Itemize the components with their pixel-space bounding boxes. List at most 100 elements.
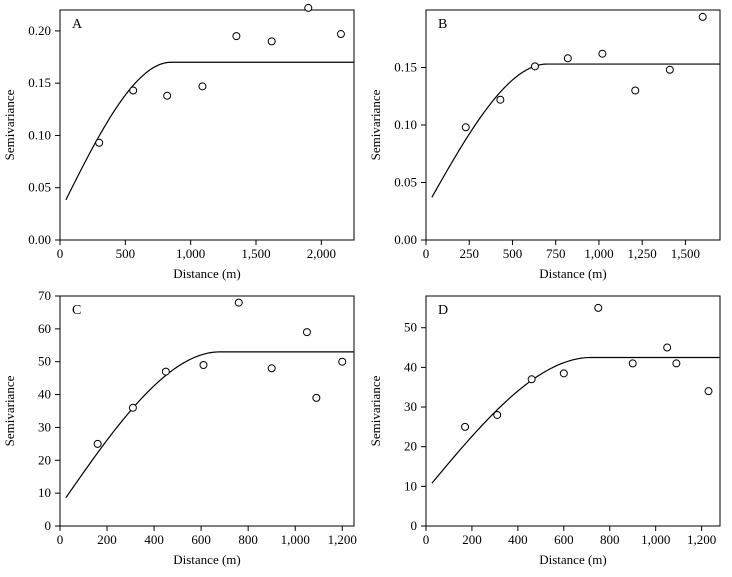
- data-point: [494, 411, 501, 418]
- y-tick-label: 60: [38, 321, 51, 336]
- x-axis-label: Distance (m): [539, 266, 607, 281]
- y-tick-label: 20: [404, 439, 417, 454]
- data-point: [666, 66, 673, 73]
- y-axis-label: Semivariance: [2, 89, 17, 160]
- data-point: [705, 388, 712, 395]
- y-tick-label: 10: [404, 478, 417, 493]
- data-point: [462, 124, 469, 131]
- variogram-plot-c: 02004006008001,0001,200010203040506070Di…: [0, 286, 366, 572]
- data-point: [664, 344, 671, 351]
- panel-b: 02505007501,0001,2501,5000.000.050.100.1…: [366, 0, 732, 286]
- x-tick-label: 1,000: [584, 246, 613, 261]
- x-tick-label: 400: [144, 532, 164, 547]
- x-axis-label: Distance (m): [173, 266, 241, 281]
- data-point: [303, 329, 310, 336]
- data-point: [313, 394, 320, 401]
- data-point: [199, 83, 206, 90]
- x-tick-label: 0: [423, 246, 430, 261]
- x-tick-label: 400: [508, 532, 528, 547]
- y-tick-label: 0.10: [394, 117, 417, 132]
- page: 05001,0001,5002,0000.000.050.100.150.20D…: [0, 0, 732, 572]
- y-tick-label: 0.20: [28, 23, 51, 38]
- x-tick-label: 1,500: [241, 246, 270, 261]
- data-point: [699, 13, 706, 20]
- data-point: [268, 365, 275, 372]
- y-tick-label: 0.05: [394, 175, 417, 190]
- x-tick-label: 800: [238, 532, 258, 547]
- y-tick-label: 0.15: [394, 60, 417, 75]
- data-point: [339, 358, 346, 365]
- y-tick-label: 0.10: [28, 127, 51, 142]
- data-point: [94, 440, 101, 447]
- panel-label: D: [438, 303, 448, 318]
- x-tick-label: 1,200: [687, 532, 716, 547]
- panel-d: 02004006008001,0001,20001020304050Distan…: [366, 286, 732, 572]
- data-point: [305, 4, 312, 11]
- data-point: [268, 38, 275, 45]
- y-tick-label: 0.05: [28, 180, 51, 195]
- x-tick-label: 1,000: [281, 532, 310, 547]
- x-tick-label: 750: [546, 246, 566, 261]
- y-tick-label: 0.00: [394, 232, 417, 247]
- data-point: [129, 404, 136, 411]
- x-tick-label: 1,000: [641, 532, 670, 547]
- panel-label: A: [72, 17, 83, 32]
- data-point: [130, 87, 137, 94]
- panel-c: 02004006008001,0001,200010203040506070Di…: [0, 286, 366, 572]
- y-axis-label: Semivariance: [368, 375, 383, 446]
- data-point: [595, 304, 602, 311]
- data-point: [528, 376, 535, 383]
- x-tick-label: 800: [600, 532, 620, 547]
- variogram-plot-d: 02004006008001,0001,20001020304050Distan…: [366, 286, 732, 572]
- x-tick-label: 2,000: [307, 246, 336, 261]
- data-point: [497, 96, 504, 103]
- variogram-plot-b: 02505007501,0001,2501,5000.000.050.100.1…: [366, 0, 732, 286]
- data-point: [200, 362, 207, 369]
- data-point: [164, 92, 171, 99]
- y-axis-label: Semivariance: [2, 375, 17, 446]
- plot-frame: [426, 10, 720, 240]
- x-tick-label: 0: [57, 246, 64, 261]
- x-tick-label: 0: [57, 532, 64, 547]
- x-tick-label: 250: [459, 246, 479, 261]
- y-tick-label: 0.15: [28, 75, 51, 90]
- y-tick-label: 0.00: [28, 232, 51, 247]
- y-tick-label: 20: [38, 452, 51, 467]
- x-tick-label: 0: [423, 532, 430, 547]
- y-tick-label: 70: [38, 288, 51, 303]
- y-tick-label: 30: [404, 399, 417, 414]
- y-tick-label: 30: [38, 419, 51, 434]
- y-tick-label: 50: [404, 320, 417, 335]
- x-tick-label: 500: [503, 246, 523, 261]
- x-tick-label: 500: [116, 246, 136, 261]
- panel-label: B: [438, 17, 447, 32]
- x-tick-label: 600: [554, 532, 574, 547]
- y-tick-label: 50: [38, 354, 51, 369]
- x-tick-label: 1,000: [176, 246, 205, 261]
- data-point: [599, 50, 606, 57]
- x-axis-label: Distance (m): [539, 552, 607, 567]
- data-point: [629, 360, 636, 367]
- x-tick-label: 600: [191, 532, 211, 547]
- y-tick-label: 10: [38, 485, 51, 500]
- panel-a: 0 500 1,000 1,500 2,000 0.00 0.05 0.10 0.15 0.20 D…: [0, 0, 366, 286]
- data-point: [96, 139, 103, 146]
- data-point: [632, 87, 639, 94]
- x-tick-label: 1,200: [328, 532, 357, 547]
- data-point: [564, 55, 571, 62]
- data-point: [462, 423, 469, 430]
- variogram-plot-a: 0 500 1,000 1,500 2,000 0.00 0.05 0.10 0.15 0.20 D…: [0, 0, 366, 286]
- x-tick-label: 1,250: [628, 246, 657, 261]
- panel-label: C: [72, 303, 81, 318]
- plot-frame: [60, 10, 354, 240]
- x-tick-label: 200: [462, 532, 482, 547]
- y-axis-label: Semivariance: [368, 89, 383, 160]
- data-point: [233, 33, 240, 40]
- x-axis-label: Distance (m): [173, 552, 241, 567]
- data-point: [162, 368, 169, 375]
- y-tick-label: 40: [404, 359, 417, 374]
- data-point: [673, 360, 680, 367]
- data-point: [560, 370, 567, 377]
- plot-frame: [426, 296, 720, 526]
- x-tick-label: 200: [97, 532, 117, 547]
